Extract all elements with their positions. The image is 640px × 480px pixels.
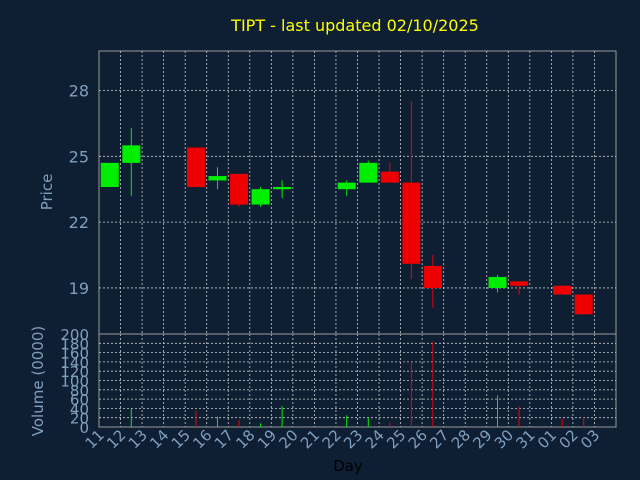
candle-body <box>402 182 421 264</box>
candle-body <box>488 276 507 288</box>
price-panel: 19 22 25 28 <box>69 50 617 335</box>
x-axis-label: Day <box>333 457 363 475</box>
volume-axis-label: Volume (0000) <box>29 326 47 436</box>
candle-body <box>553 285 572 295</box>
price-tick-label: 28 <box>69 81 89 100</box>
candle-body <box>380 171 399 183</box>
candle-body <box>423 265 442 288</box>
volume-tick-label: 20 <box>70 410 89 428</box>
volume-tick-label: 60 <box>70 391 89 409</box>
volume-tick-label: 180 <box>60 335 89 353</box>
candle-body <box>100 162 119 188</box>
candle-body <box>230 173 249 205</box>
volume-tick-label: 160 <box>60 345 89 363</box>
candle-body <box>251 189 270 205</box>
volume-tick-label: 80 <box>70 382 89 400</box>
price-tick-label: 25 <box>69 147 89 166</box>
volume-tick-label: 140 <box>60 354 89 372</box>
candle-body <box>208 176 227 181</box>
price-tick-label: 22 <box>69 213 89 232</box>
candle-body <box>337 182 356 190</box>
volume-tick-label: 100 <box>60 373 89 391</box>
candle-body <box>359 162 378 183</box>
volume-tick-label: 0 <box>79 419 89 437</box>
candle-body <box>273 187 292 190</box>
candle-body <box>122 145 141 163</box>
candle-body <box>574 294 593 315</box>
price-tick-label: 19 <box>69 279 89 298</box>
candle-body <box>186 147 205 188</box>
chart-title: TIPT - last updated 02/10/2025 <box>230 16 479 35</box>
price-axis-label: Price <box>38 174 56 211</box>
volume-tick-label: 200 <box>60 326 89 344</box>
volume-tick-label: 120 <box>60 363 89 381</box>
candle-body <box>510 281 529 286</box>
volume-tick-label: 40 <box>70 400 89 418</box>
